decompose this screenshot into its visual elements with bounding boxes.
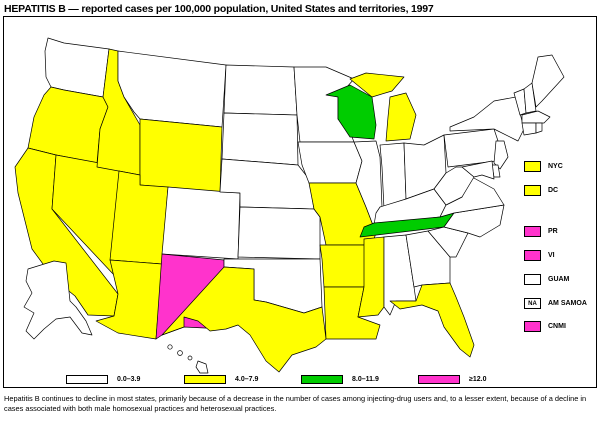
map-title: HEPATITIS B — reported cases per 100,000… (4, 3, 434, 15)
state-ri (535, 122, 543, 134)
legend-item: 0.0–3.9 (66, 375, 140, 384)
territory-mark: NA (528, 300, 537, 307)
territory-item: PR (524, 226, 558, 237)
legend-swatch (184, 375, 226, 384)
legend-swatch (66, 375, 108, 384)
us-map (14, 37, 565, 374)
state-nd (223, 64, 298, 116)
territory-label: NYC (548, 163, 563, 170)
territory-label: PR (548, 228, 558, 235)
legend-swatch (418, 375, 460, 384)
state-wi (325, 84, 377, 140)
state-nj (493, 140, 509, 170)
state-hi (167, 344, 209, 374)
territory-item: NYC (524, 161, 563, 172)
rate-legend: 0.0–3.9 4.0–7.9 8.0–11.9 ≥12.0 (0, 375, 602, 387)
territory-label: AM SAMOA (548, 300, 587, 307)
state-sc (427, 226, 469, 258)
territory-swatch (524, 226, 541, 237)
territory-item: DC (524, 185, 558, 196)
state-in (379, 142, 407, 210)
legend-swatch (301, 375, 343, 384)
state-fl (389, 282, 475, 358)
territory-item: NA AM SAMOA (524, 298, 587, 309)
state-co (161, 186, 241, 260)
state-md (461, 160, 495, 180)
territory-label: DC (548, 187, 559, 194)
state-sd (221, 112, 299, 166)
state-ia (297, 141, 363, 184)
territory-swatch (524, 250, 541, 261)
state-ak (23, 260, 93, 340)
territory-label: VI (548, 252, 555, 259)
legend-item: ≥12.0 (418, 375, 486, 384)
state-me (531, 54, 565, 108)
territory-swatch (524, 321, 541, 332)
legend-label: 4.0–7.9 (235, 376, 259, 383)
legend-item: 8.0–11.9 (301, 375, 379, 384)
state-ma (521, 110, 551, 124)
state-ks (237, 206, 321, 260)
map-frame (3, 16, 597, 388)
territory-swatch: NA (524, 298, 541, 309)
territory-item: GUAM (524, 274, 569, 285)
state-wy (139, 118, 223, 193)
territory-item: CNMI (524, 321, 566, 332)
territory-swatch (524, 185, 541, 196)
state-wv (433, 166, 475, 206)
state-mi (349, 72, 417, 142)
legend-label: ≥12.0 (469, 376, 487, 383)
territory-item: VI (524, 250, 555, 261)
legend-label: 8.0–11.9 (352, 376, 379, 383)
territory-label: CNMI (548, 323, 566, 330)
legend-item: 4.0–7.9 (184, 375, 258, 384)
state-ct (521, 122, 537, 136)
legend-label: 0.0–3.9 (117, 376, 141, 383)
footnote: Hepatitis B continues to decline in most… (4, 394, 587, 413)
state-tx (161, 266, 327, 373)
territory-swatch (524, 161, 541, 172)
territory-label: GUAM (548, 276, 570, 283)
territory-swatch (524, 274, 541, 285)
